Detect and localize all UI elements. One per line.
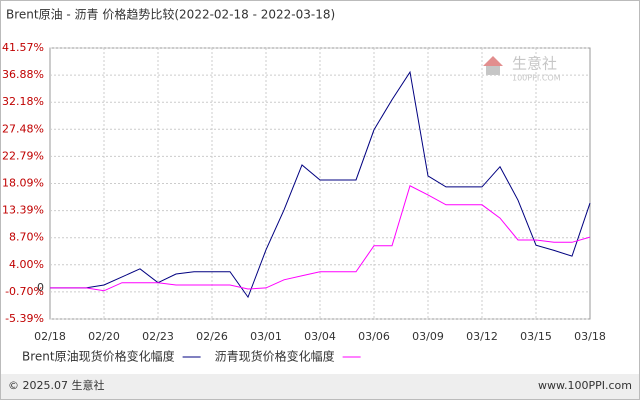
footer-band [1,374,639,399]
y-tick-label: 18.09% [2,177,44,190]
x-tick-label: 03/18 [574,330,606,343]
x-tick-label: 02/23 [142,330,174,343]
series-line [50,185,591,292]
legend-label: 沥青现货价格变化幅度 [215,349,335,364]
watermark-icon [486,66,500,75]
footer-site: www.100PPI.com [538,379,632,392]
x-tick-label: 03/09 [412,330,444,343]
y-tick-label: 0 [37,281,44,294]
watermark-icon [483,56,503,66]
y-tick-label: 13.39% [2,204,44,217]
y-tick-label: 8.70% [9,231,44,244]
x-tick-label: 03/01 [250,330,282,343]
legend-label: Brent原油现货价格变化幅度 [22,349,175,364]
watermark-text: 生意社 [512,55,557,73]
x-tick-label: 03/15 [520,330,552,343]
x-tick-label: 02/18 [34,330,66,343]
y-tick-label: 41.57% [2,41,44,54]
footer-copyright: © 2025.07 生意社 [8,378,104,392]
x-tick-label: 03/06 [358,330,390,343]
chart-title: Brent原油 - 沥青 价格趋势比较(2022-02-18 - 2022-03… [6,7,335,22]
x-tick-label: 02/26 [196,330,228,343]
legend: Brent原油现货价格变化幅度 沥青现货价格变化幅度 [22,349,361,364]
y-tick-label: 32.18% [2,95,44,108]
y-tick-label: 22.79% [2,149,44,162]
x-tick-label: 02/20 [88,330,120,343]
y-tick-label: -0.70% [5,285,44,298]
x-tick-label: 03/12 [466,330,498,343]
y-tick-label: 27.48% [2,122,44,135]
y-tick-label: -5.39% [5,312,44,325]
x-tick-label: 03/04 [304,330,336,343]
y-tick-label: 36.88% [2,68,44,81]
y-tick-label: 4.00% [9,258,44,271]
series-line [50,70,591,299]
